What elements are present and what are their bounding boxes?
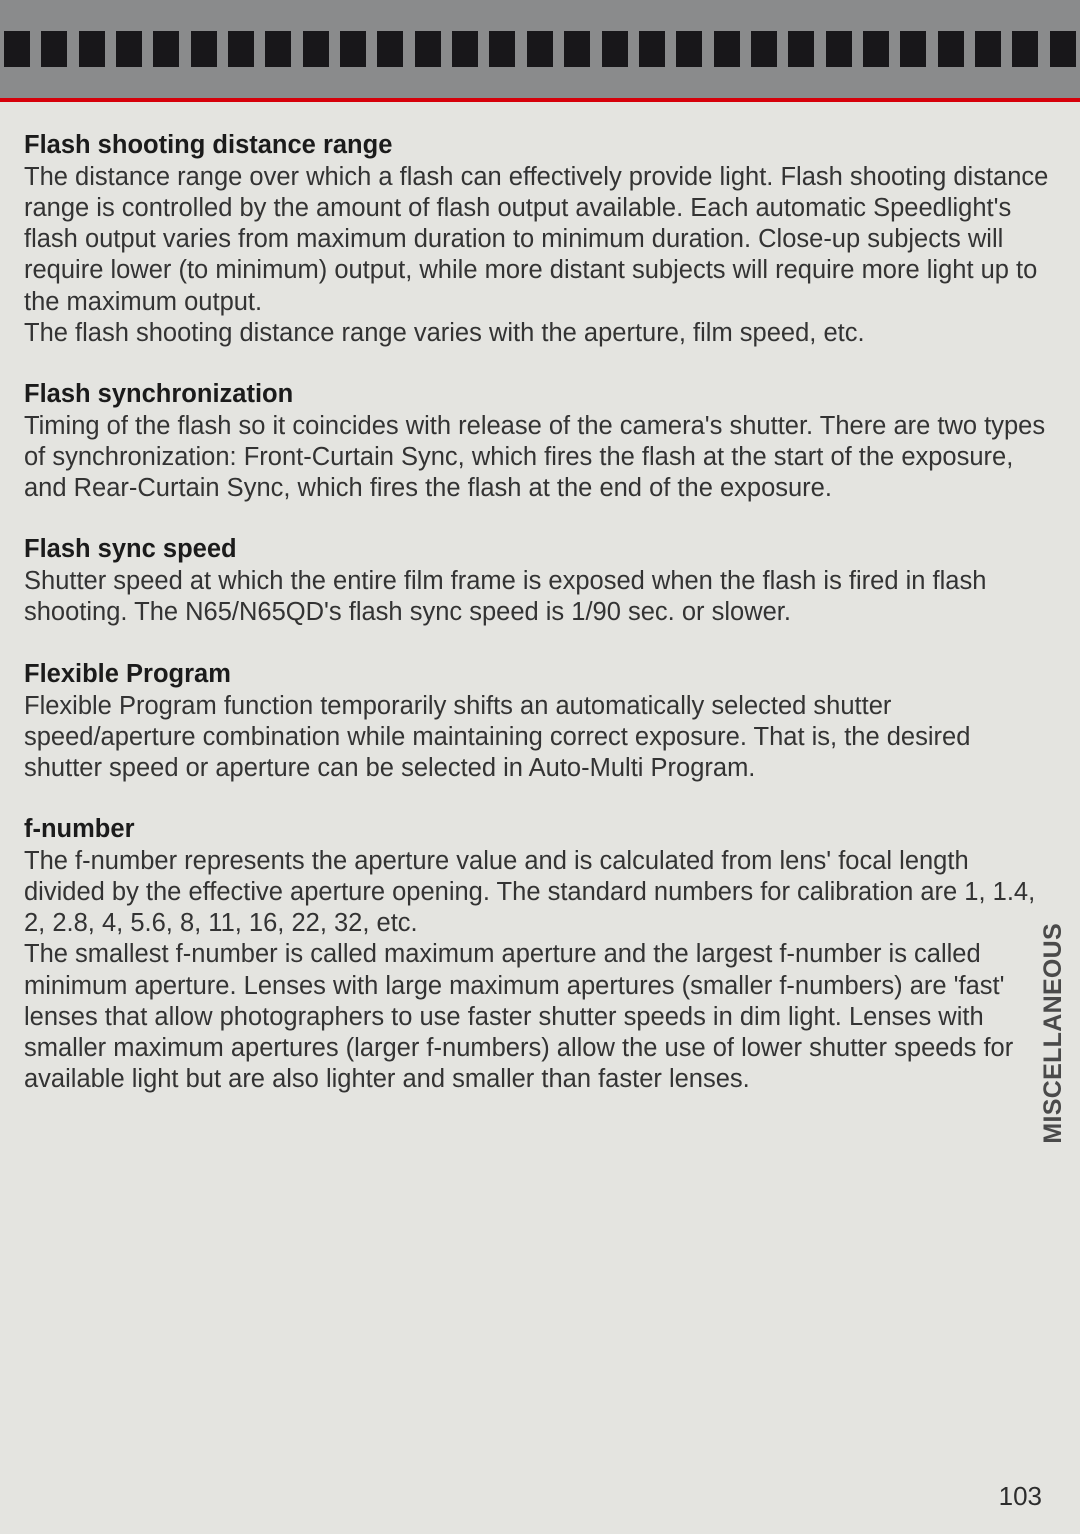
glossary-definition: Flexible Program function temporarily sh… <box>24 691 1050 784</box>
glossary-entry: Flash shooting distance rangeThe distanc… <box>24 130 1050 349</box>
film-sprocket-hole <box>788 31 814 67</box>
glossary-term: Flash shooting distance range <box>24 130 1050 161</box>
film-sprocket-hole <box>79 31 105 67</box>
glossary-definition: Shutter speed at which the entire film f… <box>24 566 1050 628</box>
film-sprocket-hole <box>489 31 515 67</box>
glossary-term: Flash synchronization <box>24 379 1050 410</box>
film-sprocket-hole <box>1012 31 1038 67</box>
glossary-entry: f-numberThe f-number represents the aper… <box>24 814 1050 1095</box>
glossary-definition: Timing of the flash so it coincides with… <box>24 411 1050 504</box>
film-sprocket-hole <box>41 31 67 67</box>
film-sprocket-hole <box>900 31 926 67</box>
film-sprocket-hole <box>228 31 254 67</box>
film-sprocket-hole <box>377 31 403 67</box>
film-sprocket-hole <box>153 31 179 67</box>
glossary-term: Flash sync speed <box>24 534 1050 565</box>
film-sprocket-hole <box>714 31 740 67</box>
film-sprocket-hole <box>826 31 852 67</box>
film-sprocket-hole <box>265 31 291 67</box>
glossary-definition: The f-number represents the aperture val… <box>24 846 1050 1095</box>
film-sprocket-hole <box>751 31 777 67</box>
film-sprocket-hole <box>975 31 1001 67</box>
film-sprocket-hole <box>1050 31 1076 67</box>
glossary-term: Flexible Program <box>24 659 1050 690</box>
glossary-content: Flash shooting distance rangeThe distanc… <box>24 130 1050 1125</box>
film-sprocket-hole <box>340 31 366 67</box>
section-tab-miscellaneous: MISCELLANEOUS <box>1039 923 1068 1144</box>
film-sprocket-hole <box>676 31 702 67</box>
film-sprocket-hole <box>415 31 441 67</box>
glossary-definition: The distance range over which a flash ca… <box>24 162 1050 349</box>
glossary-term: f-number <box>24 814 1050 845</box>
film-sprocket-hole <box>938 31 964 67</box>
glossary-entry: Flash sync speedShutter speed at which t… <box>24 534 1050 628</box>
film-sprocket-hole <box>303 31 329 67</box>
film-strip-header <box>0 0 1080 98</box>
film-sprocket-hole <box>452 31 478 67</box>
glossary-entry: Flexible ProgramFlexible Program functio… <box>24 659 1050 784</box>
page-number: 103 <box>999 1481 1042 1512</box>
film-sprocket-hole <box>527 31 553 67</box>
film-sprocket-hole <box>191 31 217 67</box>
film-sprocket-hole <box>564 31 590 67</box>
film-sprocket-hole <box>602 31 628 67</box>
glossary-entry: Flash synchronizationTiming of the flash… <box>24 379 1050 504</box>
film-sprocket-hole <box>4 31 30 67</box>
film-sprocket-hole <box>863 31 889 67</box>
film-sprocket-hole <box>639 31 665 67</box>
red-divider <box>0 98 1080 102</box>
film-sprocket-hole <box>116 31 142 67</box>
